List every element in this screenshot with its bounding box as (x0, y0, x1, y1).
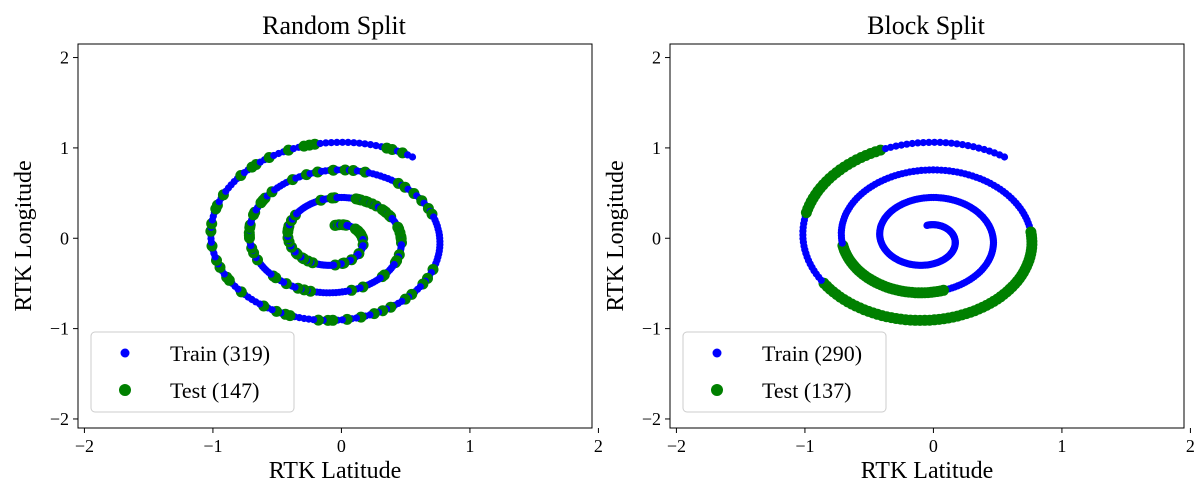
y-ticks: −2 −1 0 1 2 (50, 48, 78, 429)
y-tick-label: −1 (50, 319, 69, 339)
chart-random-split: Random Split −2 −1 0 1 2 −2 −1 0 1 2 RTK Latitud… (11, 11, 603, 484)
train-point (914, 139, 922, 147)
x-ticks: −2 −1 0 1 2 (667, 428, 1195, 456)
train-point (975, 144, 983, 152)
x-axis-label: RTK Latitude (269, 458, 402, 484)
y-tick-label: 1 (60, 138, 69, 158)
train-point (964, 142, 972, 150)
y-ticks: −2 −1 0 1 2 (642, 48, 670, 429)
train-point (1000, 153, 1009, 161)
train-point (350, 139, 358, 147)
x-tick-label: −1 (203, 436, 222, 456)
y-tick-label: 1 (652, 138, 661, 158)
train-point (969, 143, 978, 151)
x-tick-label: 0 (337, 436, 346, 456)
legend-marker-test (119, 384, 131, 396)
train-point (947, 139, 956, 147)
train-point (925, 138, 933, 146)
legend-marker-train (120, 348, 130, 358)
x-ticks: −2 −1 0 1 2 (75, 428, 603, 456)
train-point (958, 141, 967, 149)
legend-label-train: Train (319) (170, 341, 270, 366)
train-point (333, 138, 341, 146)
train-point (316, 139, 324, 148)
legend-label-test: Test (147) (170, 378, 260, 403)
plot-area (205, 138, 444, 326)
train-point (344, 138, 352, 146)
axes-frame (669, 43, 1185, 429)
x-tick-label: −2 (667, 436, 686, 456)
legend-box (682, 331, 887, 413)
legend-marker-test (711, 384, 723, 396)
chart-title: Random Split (262, 11, 407, 40)
train-point (953, 140, 961, 148)
y-tick-label: 2 (60, 48, 69, 68)
train-point (908, 139, 916, 148)
train-point (897, 141, 906, 149)
y-axis-label: RTK Longitude (11, 160, 37, 311)
plot-area (799, 138, 1038, 326)
x-tick-label: 2 (1186, 436, 1195, 456)
y-tick-label: 0 (652, 228, 661, 248)
legend-label-train: Train (290) (762, 341, 862, 366)
x-tick-label: 1 (465, 436, 474, 456)
x-axis-label: RTK Latitude (861, 458, 994, 484)
legend: Train (290) Test (137) (682, 331, 887, 413)
y-tick-label: −1 (642, 319, 661, 339)
train-point (936, 138, 944, 146)
legend-marker-train (712, 348, 722, 358)
x-tick-label: 0 (929, 436, 938, 456)
chart-block-split: Block Split −2 −1 0 1 2 −2 −1 0 1 2 RTK Latitude… (603, 11, 1195, 484)
x-tick-label: −1 (795, 436, 814, 456)
y-tick-label: −2 (50, 409, 69, 429)
legend-box (90, 331, 295, 413)
x-tick-label: −2 (75, 436, 94, 456)
legend: Train (319) Test (147) (90, 331, 295, 413)
train-point (903, 140, 911, 148)
train-point (942, 139, 950, 147)
train-point (338, 138, 347, 146)
y-tick-label: 2 (652, 48, 661, 68)
train-point (327, 139, 335, 147)
y-tick-label: 0 (60, 228, 69, 248)
train-point (892, 142, 900, 150)
y-axis-label: RTK Longitude (603, 160, 629, 311)
legend-label-test: Test (137) (762, 378, 852, 403)
train-point (930, 138, 939, 146)
train-point (366, 141, 375, 149)
train-point (355, 139, 363, 147)
train-point (322, 139, 330, 147)
chart-title: Block Split (867, 11, 986, 40)
train-point (361, 140, 369, 148)
train-point (408, 153, 417, 161)
axes-frame (77, 43, 593, 429)
x-tick-label: 2 (594, 436, 603, 456)
y-tick-label: −2 (642, 409, 661, 429)
train-point (919, 139, 927, 147)
train-point (372, 142, 380, 150)
x-tick-label: 1 (1057, 436, 1066, 456)
